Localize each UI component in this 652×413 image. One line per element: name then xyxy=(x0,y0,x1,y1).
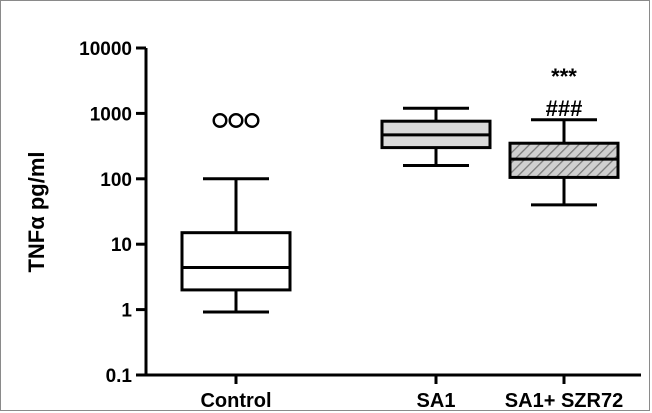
y-axis-label-group: TNFα pg/ml xyxy=(24,151,49,272)
boxes xyxy=(180,106,620,314)
y-tick-label: 1 xyxy=(121,301,132,322)
y-tick-label: 1000 xyxy=(90,104,132,125)
annotations: *** ### xyxy=(546,64,583,121)
x-tick-label: SA1+ SZR72 xyxy=(505,390,623,412)
significance-annotation: ### xyxy=(546,96,583,121)
x-tick-label: SA1 xyxy=(417,390,456,412)
box-sa1 xyxy=(380,106,492,167)
outlier-marker xyxy=(212,112,228,128)
y-tick-label: 0.1 xyxy=(106,366,133,387)
y-tick-label: 10 xyxy=(111,235,132,256)
box-body xyxy=(180,231,292,292)
significance-annotation: *** xyxy=(551,64,577,89)
box-control xyxy=(180,112,292,314)
outlier-marker xyxy=(244,112,260,128)
outlier-marker xyxy=(228,112,244,128)
axes: 10000 1000 100 10 1 0.1 Control SA1 SA1+ SZR72 xyxy=(79,39,641,412)
box-sa1-szr72 xyxy=(508,118,620,207)
y-tick-label: 10000 xyxy=(79,39,132,60)
y-axis-label: TNFα pg/ml xyxy=(24,151,49,272)
x-tick-label: Control xyxy=(200,390,271,412)
y-tick-label: 100 xyxy=(100,170,132,191)
